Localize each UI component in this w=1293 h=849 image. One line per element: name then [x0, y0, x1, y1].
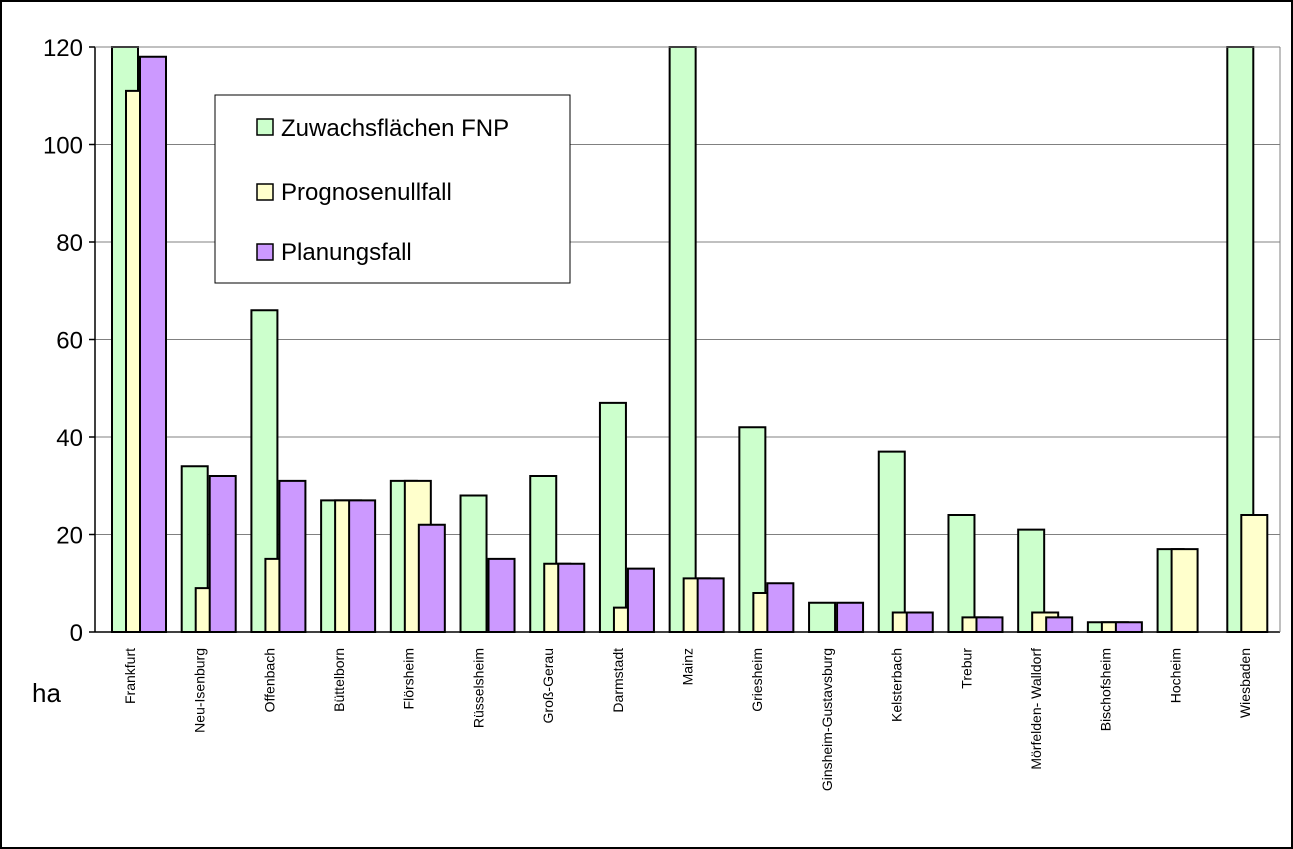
- x-tick-label-trebur: Trebur: [958, 648, 974, 689]
- legend: Zuwachsflächen FNP Prognosenullfall Plan…: [214, 94, 571, 284]
- bar-zuwachsflachen-fnp-mainz: [668, 46, 697, 633]
- x-tick-label-kelsterbach: Kelsterbach: [889, 648, 905, 722]
- y-tick-label: 80: [56, 230, 83, 257]
- bar-zuwachsflachen-fnp-russelsheim: [459, 494, 488, 633]
- y-tick-label: 0: [70, 620, 83, 647]
- legend-box: [214, 94, 571, 284]
- bar-planungsfall-mainz: [696, 577, 725, 633]
- x-tick-label-morfelden-walldorf: Mörfelden- Walldorf: [1028, 648, 1044, 770]
- legend-label-prognosenullfall: Prognosenullfall: [281, 179, 452, 206]
- x-tick-label-mainz: Mainz: [680, 648, 696, 685]
- legend-swatch-planungsfall: [256, 243, 274, 261]
- y-tick-labels: 0 20 40 60 80 100 120: [43, 35, 83, 647]
- bar-planungsfall-frankfurt: [139, 55, 167, 633]
- bar-planungsfall-kelsterbach: [905, 611, 934, 633]
- x-tick-label-darmstadt: Darmstadt: [610, 648, 626, 713]
- legend-label-planungsfall: Planungsfall: [281, 239, 412, 266]
- bar-zuwachsflachen-fnp-trebur: [947, 514, 976, 633]
- bar-planungsfall-darmstadt: [626, 567, 655, 633]
- x-tick-label-ginsheim-gustavsburg: Ginsheim-Gustavsburg: [819, 648, 835, 791]
- bar-zuwachsflachen-fnp-ginsheim-gustavsburg: [808, 601, 837, 633]
- legend-swatch-zuwachsflaechen: [256, 118, 274, 136]
- bar-prognosenullfall-wiesbaden: [1240, 514, 1269, 633]
- unit-label: ha: [32, 678, 61, 708]
- x-tick-label-hocheim: Hocheim: [1167, 648, 1183, 703]
- x-tick-label-bischofsheim: Bischofsheim: [1098, 648, 1114, 731]
- bar-zuwachsflachen-fnp-kelsterbach: [877, 450, 906, 633]
- x-tick-label-neu-isenburg: Neu-Isenburg: [192, 648, 208, 733]
- bar-planungsfall-neu-isenburg: [208, 475, 237, 633]
- y-tick-label: 100: [43, 133, 83, 160]
- x-tick-label-florsheim: Flörsheim: [401, 648, 417, 709]
- bar-prognosenullfall-hocheim: [1170, 548, 1199, 633]
- bar-planungsfall-gross-gerau: [557, 562, 586, 633]
- y-tick-label: 20: [56, 523, 83, 550]
- x-tick-label-frankfurt: Frankfurt: [122, 648, 138, 704]
- x-tick-label-wiesbaden: Wiesbaden: [1237, 648, 1253, 718]
- x-tick-label-offenbach: Offenbach: [261, 648, 277, 712]
- x-tick-label-gross-gerau: Groß-Gerau: [540, 648, 556, 723]
- bar-planungsfall-offenbach: [278, 479, 307, 633]
- x-tick-labels: Frankfurt Neu-Isenburg Offenbach Büttelborn…: [122, 648, 1253, 792]
- legend-label-zuwachsflaechen: Zuwachsflächen FNP: [281, 115, 509, 142]
- bar-planungsfall-russelsheim: [487, 557, 516, 633]
- bar-planungsfall-florsheim: [417, 523, 446, 633]
- y-tick-label: 120: [43, 35, 83, 62]
- x-tick-label-russelsheim: Rüsselsheim: [470, 648, 486, 728]
- legend-swatch-prognosenullfall: [256, 183, 274, 201]
- bar-planungsfall-buttelborn: [348, 499, 377, 633]
- bar-planungsfall-morfelden-walldorf: [1045, 616, 1074, 633]
- bar-planungsfall-bischofsheim: [1114, 621, 1143, 633]
- bar-planungsfall-griesheim: [766, 582, 795, 633]
- y-tick-label: 60: [56, 328, 83, 355]
- bar-planungsfall-trebur: [975, 616, 1004, 633]
- y-tick-label: 40: [56, 425, 83, 452]
- bar-planungsfall-ginsheim-gustavsburg: [836, 601, 865, 633]
- x-tick-label-griesheim: Griesheim: [749, 648, 765, 712]
- x-tick-label-buttelborn: Büttelborn: [331, 648, 347, 712]
- bar-zuwachsflachen-fnp-darmstadt: [598, 401, 627, 633]
